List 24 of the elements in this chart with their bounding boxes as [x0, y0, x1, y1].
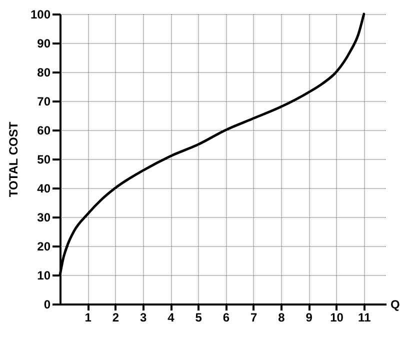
y-tick-label: 100: [30, 8, 51, 22]
x-tick-label: 9: [306, 310, 313, 324]
x-axis-title: Q: [390, 298, 400, 312]
x-tick-label: 1: [84, 310, 92, 324]
y-tick-label: 30: [37, 210, 51, 224]
y-tick-label: 10: [37, 268, 51, 282]
x-tick-label: 3: [140, 310, 148, 324]
x-tick-label: 5: [195, 310, 202, 324]
x-tick-label: 2: [112, 310, 120, 324]
x-tick-label: 8: [278, 310, 286, 324]
y-tick-label: 20: [37, 240, 51, 254]
y-tick-label: 60: [37, 124, 51, 138]
x-tick-label: 4: [168, 310, 175, 324]
y-tick-label: 50: [37, 152, 51, 166]
x-tick-label: 10: [330, 310, 344, 324]
x-tick-label: 7: [250, 310, 258, 324]
y-tick-label: 0: [44, 298, 51, 312]
y-tick-label: 90: [37, 36, 51, 50]
x-tick-label: 6: [222, 310, 230, 324]
x-tick-label: 11: [358, 310, 372, 324]
y-tick-label: 70: [37, 94, 51, 108]
y-tick-label: 80: [37, 66, 51, 80]
y-axis-title: TOTAL COST: [6, 121, 20, 198]
y-tick-label: 40: [37, 182, 51, 196]
